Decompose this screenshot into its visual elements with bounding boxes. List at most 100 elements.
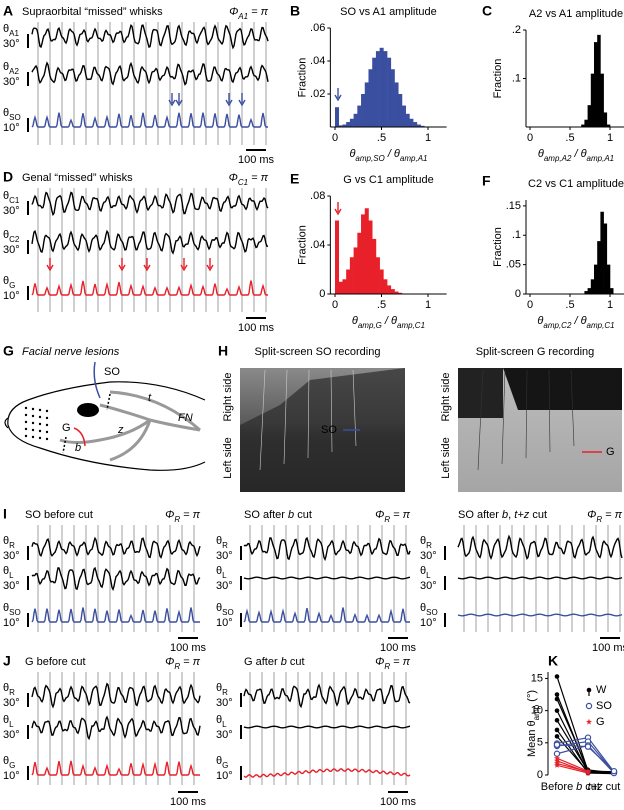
phase-label: ΦR = π — [165, 656, 201, 671]
label: b — [75, 442, 81, 454]
whisker — [259, 369, 266, 471]
point — [554, 696, 560, 702]
scale-label: 30° — [420, 550, 437, 562]
bar — [353, 113, 358, 127]
text-part: b — [288, 509, 294, 521]
y-tick-label: .1 — [512, 229, 521, 241]
bar — [401, 105, 406, 127]
bar — [372, 238, 377, 294]
whisker — [501, 369, 506, 465]
text-part: cut — [287, 656, 305, 668]
text-part: SO — [9, 608, 21, 617]
text-part: θ — [349, 148, 355, 160]
eye — [77, 403, 99, 417]
text-part: A1 — [237, 12, 248, 21]
bar — [597, 34, 601, 127]
trace — [31, 229, 269, 255]
whisker-dot — [38, 422, 42, 426]
text-part: θ — [3, 61, 9, 73]
bar — [361, 214, 366, 294]
whisker-dot — [24, 434, 28, 438]
text-part: cut — [529, 509, 547, 521]
text-part: θ — [538, 148, 544, 160]
bar — [342, 124, 347, 127]
scale-label: 10° — [3, 122, 20, 134]
phase-label: ΦR = π — [165, 509, 201, 524]
text-part: = π — [390, 656, 411, 668]
text-part: SO after — [458, 509, 502, 521]
bar — [590, 73, 595, 127]
panel-title: Genal “missed” whisks — [22, 172, 133, 184]
trace-label: θC2 — [3, 229, 20, 244]
x-tick-label: .5 — [565, 299, 574, 311]
whisker — [570, 369, 575, 447]
text-part: R — [174, 662, 180, 671]
text-part: SO after — [244, 509, 288, 521]
so-nerve — [93, 361, 101, 399]
text-part: SO — [426, 608, 438, 617]
bar — [606, 264, 611, 294]
text-part: A1 — [9, 29, 19, 38]
panel-letter: D — [3, 169, 13, 185]
text-part: L — [222, 720, 227, 729]
chart-title: A2 vs A1 amplitude — [529, 8, 623, 20]
whisker-dot — [38, 436, 42, 440]
text-part: b — [502, 509, 508, 521]
label: SO — [104, 366, 120, 378]
bar — [606, 124, 611, 127]
panel-title: G before cut — [25, 656, 86, 668]
scale-label: 30° — [216, 550, 233, 562]
x-tick-label: 0 — [527, 132, 533, 144]
time-label: 100 ms — [380, 642, 417, 654]
g-nerve — [73, 427, 86, 447]
text-part: R — [426, 541, 432, 550]
y-axis-label: Fraction — [492, 227, 504, 267]
panel-title: G after b cut — [244, 656, 305, 668]
trace-label: θSO — [3, 602, 21, 617]
y-axis-label: Fraction — [492, 59, 504, 99]
trace — [31, 682, 201, 709]
phase-label: ΦA1 = π — [229, 6, 269, 21]
point — [554, 762, 560, 768]
point — [585, 702, 593, 710]
text-part: L — [222, 571, 227, 580]
bar — [357, 105, 362, 127]
text-part: θ — [537, 315, 543, 327]
x-axis-label: θamp,G / θamp,C1 — [352, 315, 425, 330]
x-tick-label: .5 — [377, 132, 386, 144]
text-part: θ — [216, 535, 222, 547]
head-outline — [7, 381, 206, 471]
bar — [379, 47, 384, 127]
trace — [457, 576, 623, 580]
y-tick-label: .15 — [506, 200, 521, 212]
x-tick-label: 1 — [607, 299, 613, 311]
scale-label: 30° — [3, 76, 20, 88]
x-tick-label: 0 — [332, 299, 338, 311]
trace — [243, 576, 411, 580]
text-part: R — [222, 688, 228, 697]
arrow-head — [334, 208, 342, 216]
scale-label: 10° — [3, 770, 20, 782]
trace — [243, 607, 410, 623]
trace-label: θA1 — [3, 23, 19, 38]
bar — [603, 112, 608, 127]
point — [554, 734, 560, 739]
side-label: Left side — [440, 437, 452, 479]
text-part: / θ — [382, 315, 397, 327]
phase-label: ΦR = π — [375, 509, 411, 524]
bar — [383, 279, 388, 294]
trace-label: θR — [216, 682, 228, 697]
trace — [457, 613, 623, 617]
trace-label: θG — [216, 755, 228, 770]
y-tick-label: .1 — [512, 72, 521, 84]
x-tick-label: .5 — [565, 132, 574, 144]
point — [554, 674, 560, 679]
text-part: θ — [3, 23, 9, 35]
phase-label: ΦR = π — [375, 656, 411, 671]
text-part: θ — [3, 107, 9, 119]
bar — [603, 223, 608, 294]
x-tick-label: Before — [541, 781, 573, 793]
scale-label: 10° — [3, 290, 20, 302]
whisker-dot — [45, 416, 49, 420]
